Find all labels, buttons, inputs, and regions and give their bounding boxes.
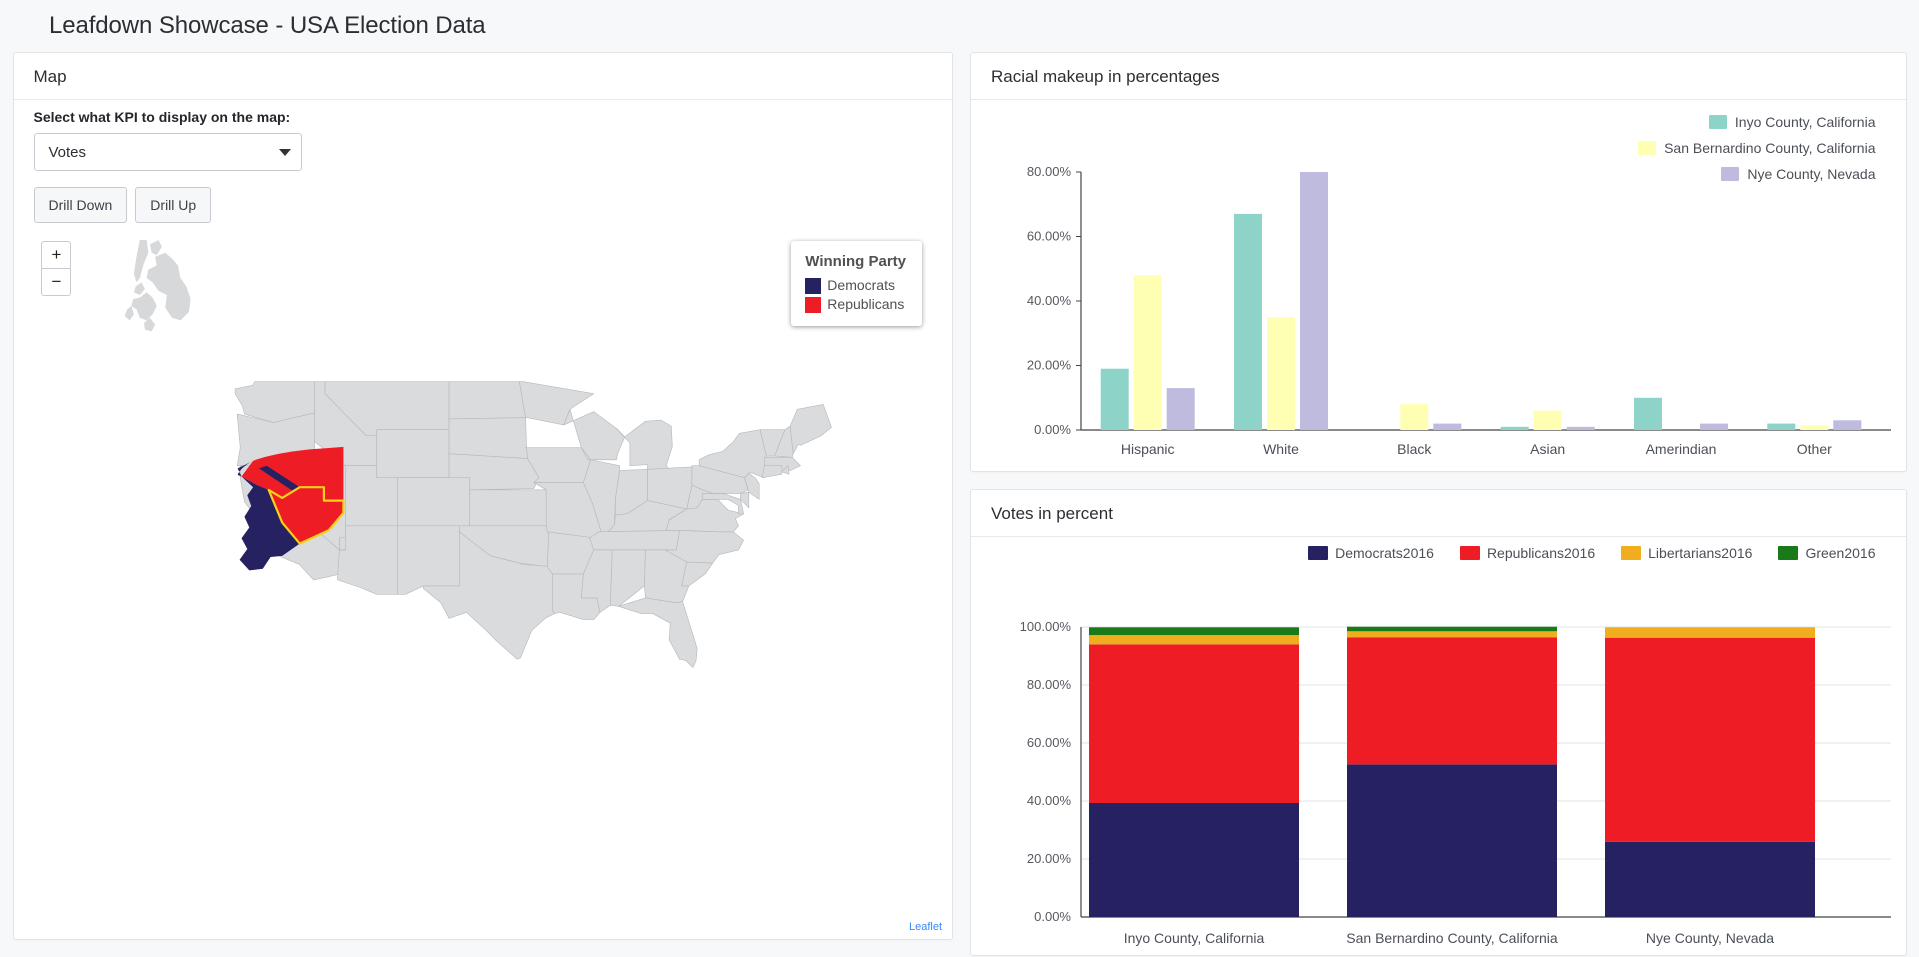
- svg-text:Other: Other: [1797, 441, 1832, 457]
- svg-text:Inyo County, California: Inyo County, California: [1124, 930, 1265, 946]
- svg-text:40.00%: 40.00%: [1027, 793, 1072, 808]
- svg-text:100.00%: 100.00%: [1020, 619, 1072, 634]
- svg-text:0.00%: 0.00%: [1034, 422, 1071, 437]
- svg-text:40.00%: 40.00%: [1027, 293, 1072, 308]
- svg-text:Amerindian: Amerindian: [1646, 441, 1717, 457]
- svg-text:Black: Black: [1397, 441, 1432, 457]
- svg-text:Hispanic: Hispanic: [1121, 441, 1175, 457]
- svg-text:Asian: Asian: [1530, 441, 1565, 457]
- svg-text:60.00%: 60.00%: [1027, 229, 1072, 244]
- svg-text:80.00%: 80.00%: [1027, 677, 1072, 692]
- svg-text:20.00%: 20.00%: [1027, 851, 1072, 866]
- svg-text:20.00%: 20.00%: [1027, 358, 1072, 373]
- svg-text:Nye County, Nevada: Nye County, Nevada: [1646, 930, 1774, 946]
- svg-text:0.00%: 0.00%: [1034, 909, 1071, 924]
- svg-text:80.00%: 80.00%: [1027, 164, 1072, 179]
- svg-text:San Bernardino County, Califor: San Bernardino County, California: [1346, 930, 1558, 946]
- svg-text:60.00%: 60.00%: [1027, 735, 1072, 750]
- svg-text:White: White: [1263, 441, 1299, 457]
